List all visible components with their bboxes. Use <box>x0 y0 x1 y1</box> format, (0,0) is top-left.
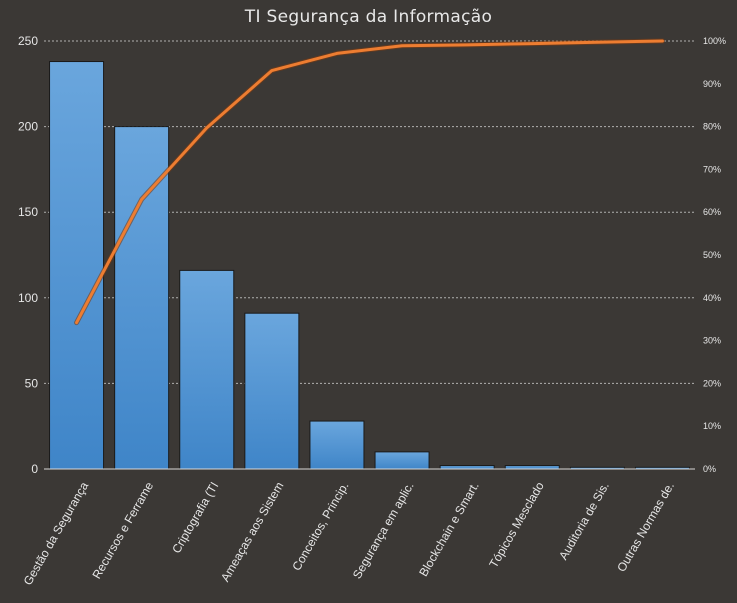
x-tick-label: Blockchain e Smart. <box>416 480 481 579</box>
x-tick-label: Recursos e Ferrame <box>89 479 156 581</box>
bar <box>244 312 300 470</box>
y2-tick-label: 60% <box>703 207 721 217</box>
y2-tick-label: 40% <box>703 293 721 303</box>
x-tick-label: Conceitos, Princip. <box>289 480 351 574</box>
x-tick-label: Auditoria de Sis. <box>556 480 612 563</box>
x-tick-label: Ameaças aos Sistem <box>218 480 286 585</box>
bar-series <box>49 61 690 470</box>
y-tick-label: 200 <box>18 120 38 134</box>
y-tick-label: 100 <box>18 291 38 305</box>
y-tick-label: 50 <box>25 376 39 390</box>
bar <box>179 269 235 470</box>
y2-tick-label: 50% <box>703 250 721 260</box>
y2-tick-label: 0% <box>703 464 716 474</box>
bar <box>114 126 170 470</box>
x-tick-label: Tópicos Mesclado <box>486 479 547 570</box>
y2-tick-label: 80% <box>703 122 721 132</box>
y-tick-label: 150 <box>18 205 38 219</box>
bar <box>49 61 105 470</box>
bar <box>309 420 365 470</box>
chart-title: TI Segurança da Informação <box>244 7 493 27</box>
cumulative-line-series <box>74 38 665 326</box>
bar <box>374 451 430 470</box>
y2-tick-label: 30% <box>703 336 721 346</box>
y2-tick-label: 20% <box>703 378 721 388</box>
y2-tick-label: 70% <box>703 164 721 174</box>
y-tick-label: 250 <box>18 34 38 48</box>
cumulative-line <box>75 39 664 325</box>
bar <box>504 465 560 470</box>
x-tick-label: Segurança em aplic. <box>350 480 417 582</box>
bar <box>439 465 495 470</box>
x-tick-label: Gestão da Segurança <box>21 479 92 587</box>
y2-tick-label: 100% <box>703 36 726 46</box>
y2-tick-label: 10% <box>703 421 721 431</box>
x-tick-label: Outras Normas de. <box>614 480 677 575</box>
x-tick-label: Criptografia (TI <box>169 480 221 556</box>
y2-tick-label: 90% <box>703 79 721 89</box>
y-tick-label: 0 <box>31 462 38 476</box>
